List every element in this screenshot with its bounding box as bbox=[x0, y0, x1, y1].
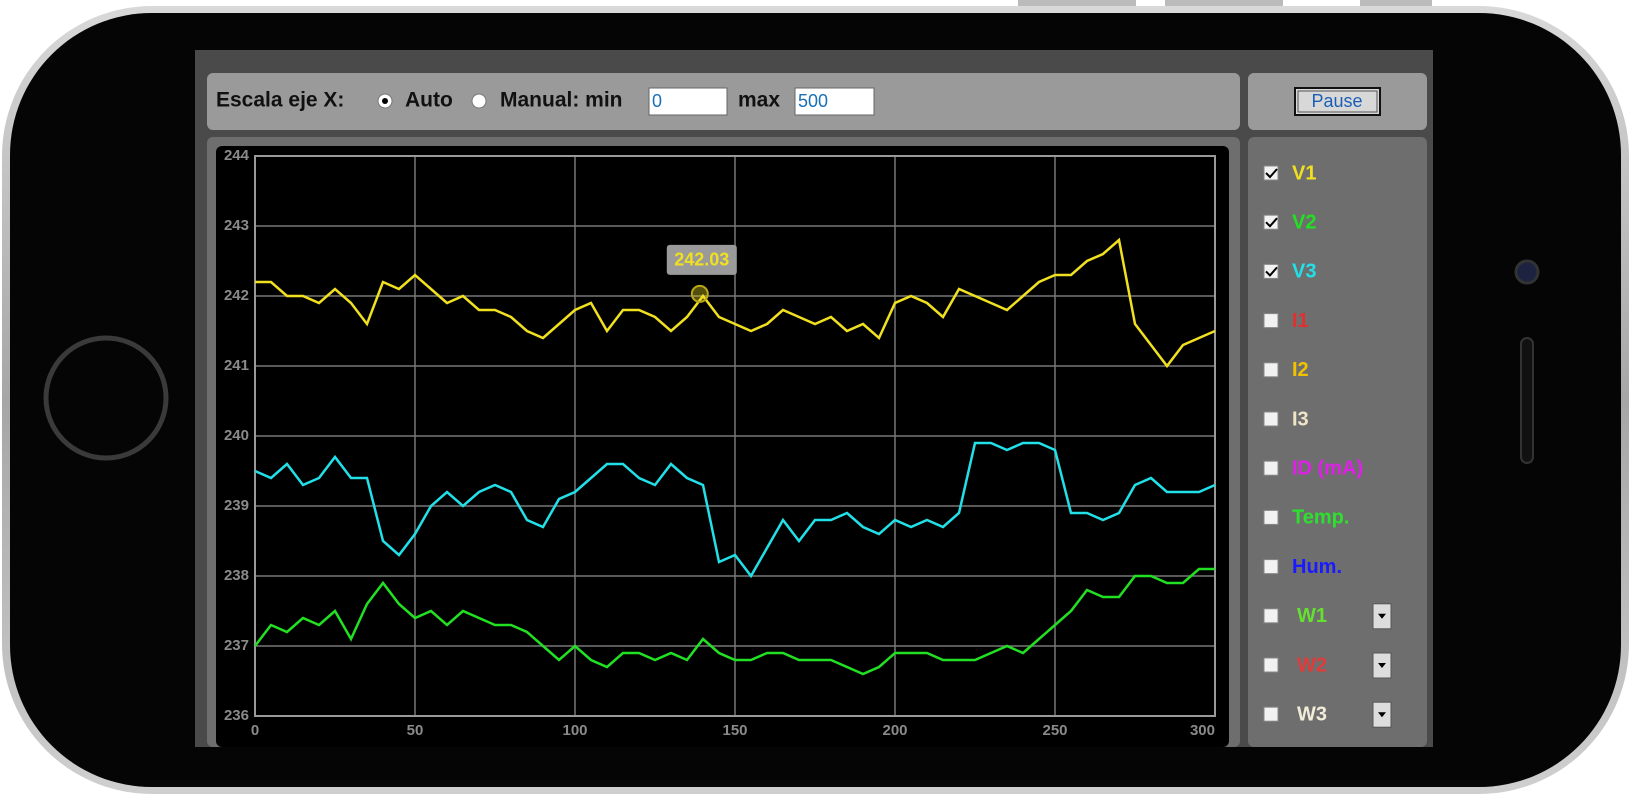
checkmark bbox=[1265, 217, 1278, 228]
legend-label: V3 bbox=[1292, 261, 1316, 283]
x-tick-label: 200 bbox=[882, 722, 907, 739]
y-tick-label: 236 bbox=[224, 707, 249, 724]
legend-checkbox[interactable] bbox=[1263, 509, 1279, 525]
x-tick-label: 300 bbox=[1190, 722, 1215, 739]
y-tick-label: 242 bbox=[224, 287, 249, 304]
dropdown-arrow bbox=[1378, 663, 1386, 668]
legend-checkbox[interactable] bbox=[1263, 411, 1279, 427]
speaker bbox=[1520, 337, 1534, 464]
y-tick-label: 243 bbox=[224, 217, 249, 234]
series-line bbox=[254, 441, 1216, 579]
legend-checkbox[interactable] bbox=[1263, 313, 1279, 329]
legend-checkbox[interactable] bbox=[1263, 165, 1279, 181]
tooltip-label: 242.03 bbox=[674, 250, 729, 270]
pause-button-inner bbox=[1297, 90, 1378, 113]
pause-button[interactable] bbox=[1294, 87, 1381, 116]
radio-manual[interactable] bbox=[471, 93, 487, 109]
min-input[interactable] bbox=[648, 87, 728, 116]
x-tick-label: 50 bbox=[407, 722, 424, 739]
legend-checkbox[interactable] bbox=[1263, 608, 1279, 624]
y-tick-label: 244 bbox=[224, 147, 250, 164]
pause-label: Pause bbox=[1311, 91, 1362, 111]
auto-label: Auto bbox=[405, 89, 453, 112]
legend-label: ID (mA) bbox=[1292, 457, 1363, 479]
tooltip-box bbox=[666, 244, 737, 275]
legend-checkbox[interactable] bbox=[1263, 657, 1279, 673]
dropdown-arrow bbox=[1378, 712, 1386, 718]
checkmark bbox=[1265, 266, 1278, 277]
y-tick-label: 239 bbox=[224, 497, 249, 514]
phone-button bbox=[1018, 0, 1136, 6]
legend-checkbox[interactable] bbox=[1263, 263, 1279, 279]
legend-label: W1 bbox=[1297, 605, 1327, 627]
max-input-value: 500 bbox=[798, 91, 828, 111]
x-tick-label: 250 bbox=[1042, 722, 1067, 739]
screen: Escala eje X: Auto Manual: min 0 max 500… bbox=[195, 50, 1433, 747]
x-tick-label: 0 bbox=[251, 722, 259, 739]
home-button[interactable] bbox=[43, 335, 169, 461]
y-tick-label: 240 bbox=[224, 427, 249, 444]
phone-button bbox=[1165, 0, 1283, 6]
legend-label: V1 bbox=[1292, 162, 1316, 184]
legend-checkbox[interactable] bbox=[1263, 362, 1279, 378]
y-tick-label: 237 bbox=[224, 637, 249, 654]
legend-checkbox[interactable] bbox=[1263, 460, 1279, 476]
x-scale-label: Escala eje X: bbox=[216, 89, 344, 112]
plot-frame bbox=[254, 155, 1216, 717]
tooltip-marker bbox=[690, 284, 709, 303]
legend-label: W3 bbox=[1297, 703, 1327, 725]
y-tick-label: 238 bbox=[224, 567, 249, 584]
min-input-value: 0 bbox=[652, 91, 662, 111]
y-tick-label: 241 bbox=[224, 357, 249, 374]
camera bbox=[1514, 259, 1540, 285]
dropdown-arrow bbox=[1378, 613, 1386, 619]
series-line bbox=[254, 567, 1215, 676]
legend-checkbox[interactable] bbox=[1263, 706, 1279, 722]
series-line bbox=[255, 237, 1216, 369]
legend-label: V2 bbox=[1292, 211, 1316, 233]
chart-area bbox=[216, 146, 1229, 747]
legend-label: Hum. bbox=[1292, 556, 1342, 578]
phone-button bbox=[1360, 0, 1432, 6]
legend-label: W2 bbox=[1297, 654, 1327, 676]
legend-label: I3 bbox=[1292, 408, 1309, 430]
checkmark bbox=[1265, 168, 1278, 179]
max-label: max bbox=[738, 89, 780, 112]
x-tick-label: 150 bbox=[722, 722, 747, 739]
radio-dot bbox=[382, 98, 388, 104]
legend-label: I2 bbox=[1292, 359, 1309, 381]
legend-checkbox[interactable] bbox=[1263, 214, 1279, 230]
manual-label: Manual: min bbox=[500, 89, 623, 112]
x-tick-label: 100 bbox=[562, 722, 587, 739]
legend-panel bbox=[1248, 137, 1427, 747]
legend-label: Temp. bbox=[1292, 507, 1349, 529]
legend-label: I1 bbox=[1292, 310, 1309, 332]
max-input[interactable] bbox=[794, 87, 875, 116]
legend-checkbox[interactable] bbox=[1263, 559, 1279, 575]
